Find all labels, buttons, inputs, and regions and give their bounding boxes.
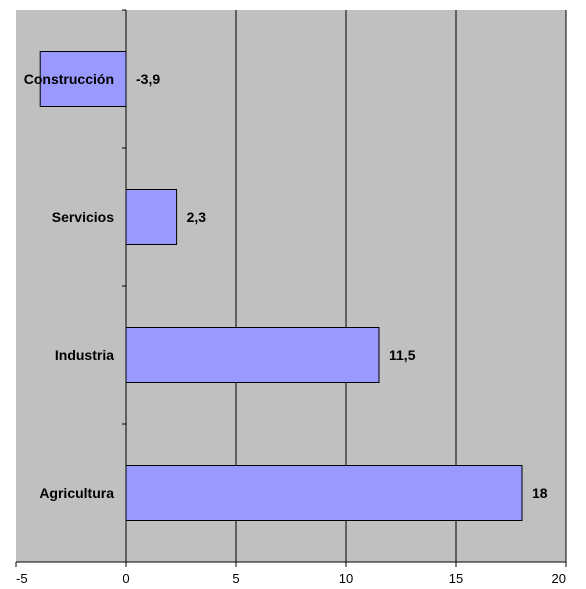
x-tick-label: 5	[232, 571, 239, 586]
category-label-2: Industria	[55, 347, 114, 363]
x-tick-label: 20	[552, 571, 566, 586]
category-label-1: Servicios	[52, 209, 114, 225]
bar-0	[39, 51, 127, 107]
labels: -3,9 Construcción 2,3 Servicios 11,5 Industri…	[24, 71, 548, 501]
data-label-1: 2,3	[187, 209, 207, 225]
data-label-3: 18	[532, 485, 548, 501]
category-label-3: Agricultura	[39, 485, 114, 501]
x-tick-label: -5	[16, 571, 28, 586]
x-tick-label: 15	[449, 571, 463, 586]
category-label-0: Construcción	[24, 71, 114, 87]
x-axis: -5 0 5 10 15 20	[15, 561, 567, 586]
bars	[39, 51, 523, 521]
data-label-0: -3,9	[136, 71, 160, 87]
data-label-2: 11,5	[389, 347, 416, 363]
bar-3	[125, 465, 523, 521]
x-tick-label: 0	[122, 571, 129, 586]
bar-2	[125, 327, 380, 383]
x-tick-label: 10	[339, 571, 353, 586]
bar-1	[125, 189, 178, 245]
